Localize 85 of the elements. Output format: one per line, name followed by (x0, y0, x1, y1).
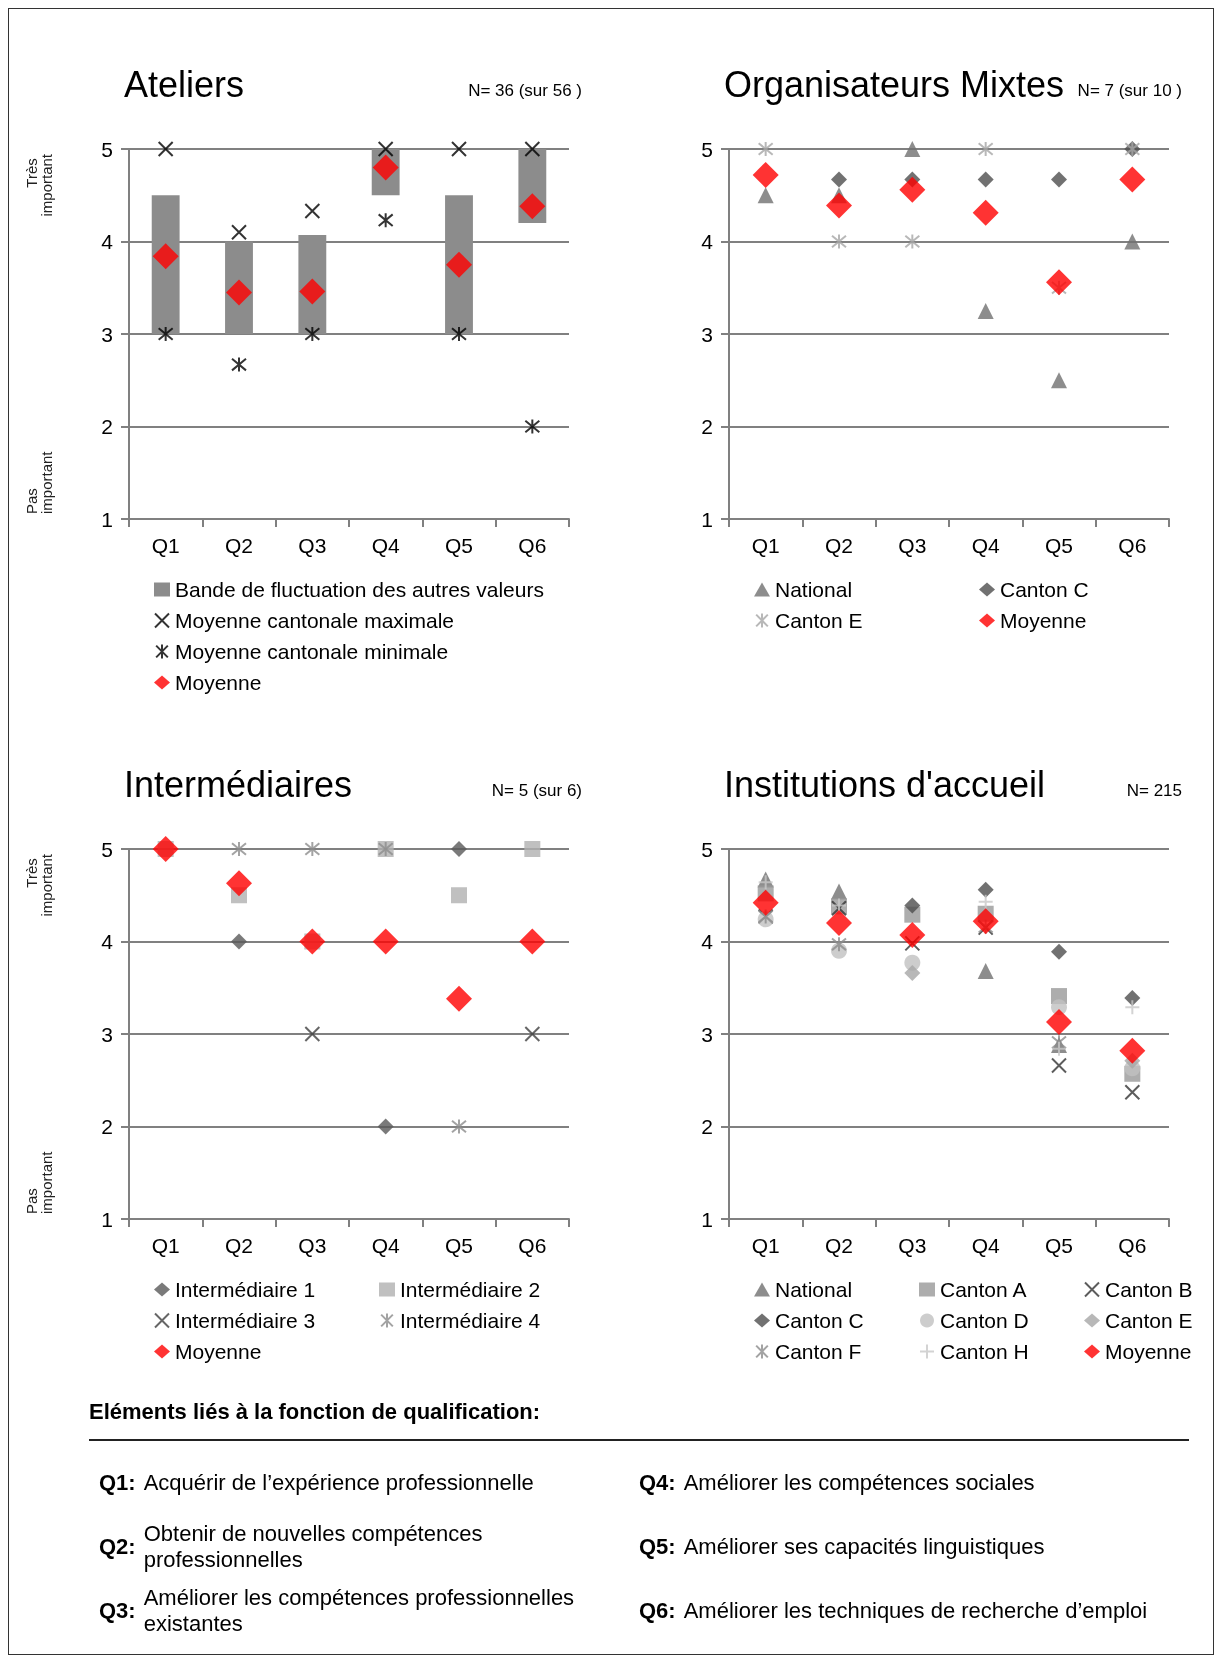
text: Q2: Obtenir de nouvelles compétences professionnelles (99, 1521, 484, 1573)
legend-label: Intermédiaire 1 (175, 1278, 316, 1301)
legend-label: Moyenne (1000, 609, 1087, 632)
y-tick-label: 3 (701, 322, 713, 346)
legend-label: Canton H (940, 1340, 1029, 1363)
x-tick-label: Q5 (1044, 1234, 1074, 1257)
x-tick-label: Q4 (971, 1234, 1000, 1257)
x-tick-label: Q2 (824, 1234, 854, 1257)
chart-title: Intermédiaires (124, 763, 353, 805)
y-tick-label: 2 (101, 415, 113, 438)
y-tick-label: 5 (701, 137, 713, 161)
x-tick-label: Q2 (224, 1234, 254, 1257)
y-tick-label: 4 (701, 230, 714, 253)
y-tick-label: 2 (701, 1115, 713, 1138)
text: Q4: Améliorer les compétences sociales (639, 1470, 1035, 1496)
x-tick-label: Q3 (898, 1234, 927, 1257)
legend-label: Moyenne (1105, 1340, 1192, 1363)
y-tick-label: 2 (701, 415, 713, 438)
text: Très important (23, 853, 55, 917)
y-tick-label: 2 (101, 1115, 113, 1138)
y-tick-label: 1 (701, 1207, 713, 1231)
x-tick-label: Q6 (518, 534, 547, 557)
text: Eléments liés à la fonction de qualification: (89, 1399, 1189, 1441)
legend-label: Canton E (775, 609, 863, 632)
y-tick-label: 5 (101, 837, 113, 861)
chart-title: Organisateurs Mixtes (724, 63, 1065, 105)
legend-label: National (775, 578, 853, 601)
text: Pas important (23, 450, 55, 514)
chart-subtitle: N= 36 (sur 56 ) (468, 81, 583, 100)
legend-label: Canton B (1105, 1278, 1193, 1301)
y-tick-label: 5 (101, 137, 113, 161)
chart-subtitle: N= 215 (1126, 781, 1183, 800)
y-tick-label: 4 (701, 930, 714, 953)
x-tick-label: Q4 (371, 534, 400, 557)
x-tick-label: Q1 (751, 1234, 780, 1257)
y-tick-label: 3 (701, 1022, 713, 1046)
legend-label: Moyenne cantonale minimale (175, 640, 449, 663)
x-tick-label: Q5 (1044, 534, 1074, 557)
x-tick-label: Q3 (298, 1234, 327, 1257)
x-tick-label: Q2 (824, 534, 854, 557)
text: Pas important (23, 1150, 55, 1214)
x-tick-label: Q3 (298, 534, 327, 557)
chart-subtitle: N= 7 (sur 10 ) (1077, 81, 1183, 100)
x-tick-label: Q6 (518, 1234, 547, 1257)
legend-label: Canton C (775, 1309, 864, 1332)
x-tick-label: Q4 (971, 534, 1000, 557)
legend-label: Canton F (775, 1340, 862, 1363)
chart-title: Ateliers (124, 63, 245, 105)
text: Q1: Acquérir de l’expérience professionnelle (99, 1470, 534, 1496)
y-tick-label: 1 (101, 507, 113, 531)
x-tick-label: Q6 (1118, 534, 1147, 557)
chart-subtitle: N= 5 (sur 6) (491, 781, 583, 800)
legend-label: Canton D (940, 1309, 1029, 1332)
legend-label: Intermédiaire 4 (400, 1309, 541, 1332)
x-tick-label: Q5 (444, 534, 474, 557)
x-tick-label: Q6 (1118, 1234, 1147, 1257)
text: Q5: Améliorer ses capacités linguistiques (639, 1534, 1045, 1560)
text: Q6: Améliorer les techniques de recherche d’emploi (639, 1598, 1148, 1624)
legend-label: National (775, 1278, 853, 1301)
legend-label: Moyenne (175, 1340, 262, 1363)
legend-label: Intermédiaire 3 (175, 1309, 316, 1332)
legend-label: Bande de fluctuation des autres valeurs (175, 578, 544, 601)
legend-label: Moyenne (175, 671, 262, 694)
legend-label: Intermédiaire 2 (400, 1278, 541, 1301)
x-tick-label: Q1 (151, 1234, 180, 1257)
y-tick-label: 4 (101, 930, 114, 953)
legend-label: Canton E (1105, 1309, 1193, 1332)
text: Très important (23, 153, 55, 217)
x-tick-label: Q4 (371, 1234, 400, 1257)
legend-label: Canton A (940, 1278, 1027, 1301)
x-tick-label: Q1 (151, 534, 180, 557)
text: Q3: Améliorer les compétences professionnelles existantes (99, 1585, 576, 1637)
chart-title: Institutions d'accueil (724, 763, 1046, 805)
y-tick-label: 1 (101, 1207, 113, 1231)
x-tick-label: Q5 (444, 1234, 474, 1257)
y-tick-label: 3 (101, 322, 113, 346)
y-tick-label: 5 (701, 837, 713, 861)
x-tick-label: Q2 (224, 534, 254, 557)
x-tick-label: Q1 (751, 534, 780, 557)
y-tick-label: 3 (101, 1022, 113, 1046)
y-tick-label: 4 (101, 230, 114, 253)
y-tick-label: 1 (701, 507, 713, 531)
legend-label: Canton C (1000, 578, 1089, 601)
legend-label: Moyenne cantonale maximale (175, 609, 454, 632)
x-tick-label: Q3 (898, 534, 927, 557)
